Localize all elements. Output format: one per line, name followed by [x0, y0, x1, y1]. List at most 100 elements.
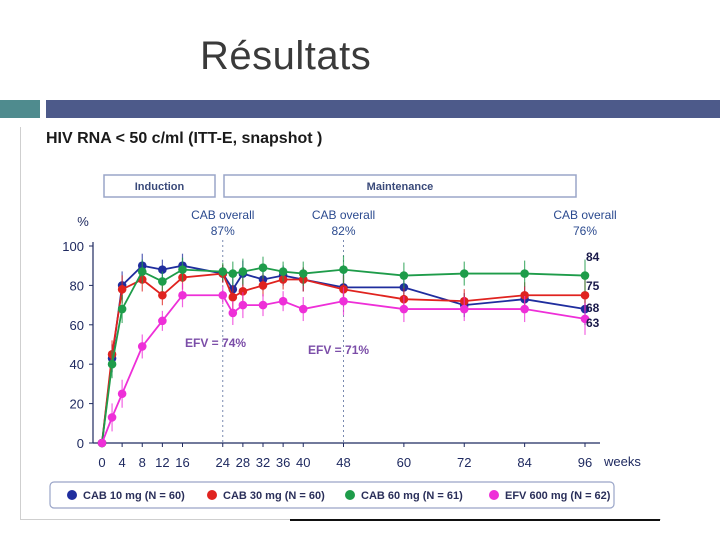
x-tick-label: 60: [397, 455, 411, 470]
data-point: [459, 269, 469, 278]
reference-lines: [222, 240, 344, 443]
data-point: [459, 304, 469, 314]
annotations: 68 75 84 63 CAB overall 87% CAB overall 82% CAB …: [185, 208, 617, 357]
phase-boxes: Induction Maintenance: [103, 174, 577, 198]
data-point: [158, 277, 167, 286]
data-point: [520, 269, 529, 278]
legend: CAB 10 mg (N = 60) CAB 30 mg (N = 60) CAB …: [49, 481, 615, 509]
data-point: [298, 304, 308, 314]
data-point: [228, 308, 238, 318]
legend-entry: CAB 10 mg (N = 60): [83, 490, 185, 502]
end-label: 75: [586, 279, 600, 293]
legend-entry: CAB 60 mg (N = 61): [361, 490, 463, 502]
efv-annotation: EFV = 71%: [308, 343, 369, 357]
cab-annotation-line2: 87%: [211, 224, 235, 238]
data-point: [97, 438, 107, 448]
y-axis-label: %: [77, 214, 89, 229]
y-tick-label: 0: [77, 436, 84, 451]
legend-box: [49, 481, 615, 509]
chart-title: HIV RNA < 50 c/ml (ITT-E, snapshot ): [46, 130, 322, 147]
data-point: [258, 281, 268, 290]
end-label: 84: [586, 250, 600, 264]
y-tick-label: 40: [70, 357, 84, 372]
data-point: [218, 267, 228, 276]
cab-annotation-line1: CAB overall: [312, 208, 375, 222]
data-point: [580, 314, 590, 324]
data-point: [107, 359, 117, 369]
end-label: 63: [586, 316, 600, 330]
data-point: [107, 413, 117, 422]
data-point: [228, 292, 238, 302]
slide-title: Résultats: [200, 34, 372, 78]
cab-annotation-line2: 76%: [573, 224, 597, 238]
legend-entry: EFV 600 mg (N = 62): [505, 490, 611, 502]
phase-box-maintenance: [223, 174, 577, 198]
data-point: [228, 269, 238, 278]
legend-marker: [345, 490, 355, 500]
data-point: [238, 267, 248, 276]
phase-label-maintenance: Maintenance: [367, 181, 434, 193]
data-point: [178, 265, 187, 274]
legend-entry: CAB 30 mg (N = 60): [223, 490, 325, 502]
data-point: [158, 265, 167, 274]
series: [97, 253, 590, 448]
x-tick-label: 96: [578, 455, 592, 470]
x-tick-label: 12: [155, 455, 169, 470]
x-tick-label: 32: [256, 455, 270, 470]
data-point: [258, 263, 268, 272]
data-point: [399, 304, 409, 314]
data-point: [258, 300, 268, 310]
x-tick-label: 48: [336, 455, 350, 470]
accent-bar-left: [0, 100, 40, 118]
data-point: [158, 290, 167, 300]
data-point: [298, 269, 308, 278]
x-tick-label: 0: [98, 455, 105, 470]
data-point: [238, 300, 248, 310]
data-point: [580, 290, 590, 300]
data-point: [117, 389, 127, 399]
legend-marker: [489, 490, 499, 500]
data-point: [339, 296, 348, 306]
x-tick-label: 24: [216, 455, 230, 470]
legend-marker: [67, 490, 77, 500]
data-point: [580, 271, 590, 280]
data-point: [137, 342, 147, 351]
data-point: [137, 267, 147, 276]
y-tick-label: 80: [70, 278, 84, 293]
y-tick-label: 100: [62, 239, 84, 254]
series-4: [97, 283, 590, 448]
x-tick-label: 4: [119, 455, 126, 470]
cab-annotation-line2: 82%: [331, 224, 355, 238]
phase-box-induction: [103, 174, 216, 198]
cab-annotation-line1: CAB overall: [553, 208, 616, 222]
data-point: [117, 304, 127, 314]
accent-bar-right: [46, 100, 720, 118]
x-axis-label: weeks: [603, 454, 641, 469]
data-point: [520, 290, 529, 300]
data-point: [520, 304, 529, 314]
y-tick-label: 20: [70, 397, 84, 412]
data-point: [278, 267, 288, 276]
x-tick-label: 8: [139, 455, 146, 470]
data-point: [158, 316, 167, 326]
bottom-rule: [290, 519, 660, 521]
data-point: [339, 265, 348, 274]
x-tick-label: 16: [175, 455, 189, 470]
y-tick-label: 60: [70, 318, 84, 333]
x-tick-label: 36: [276, 455, 290, 470]
x-tick-label: 84: [517, 455, 531, 470]
efv-annotation: EFV = 74%: [185, 336, 246, 350]
legend-marker: [207, 490, 217, 500]
x-tick-label: 28: [236, 455, 250, 470]
x-tick-label: 40: [296, 455, 310, 470]
data-point: [238, 287, 248, 296]
end-label: 68: [586, 301, 600, 315]
data-point: [278, 296, 288, 306]
phase-label-induction: Induction: [135, 181, 185, 193]
data-point: [218, 290, 228, 300]
cab-annotation-line1: CAB overall: [191, 208, 254, 222]
data-point: [178, 290, 187, 300]
data-point: [117, 285, 127, 294]
